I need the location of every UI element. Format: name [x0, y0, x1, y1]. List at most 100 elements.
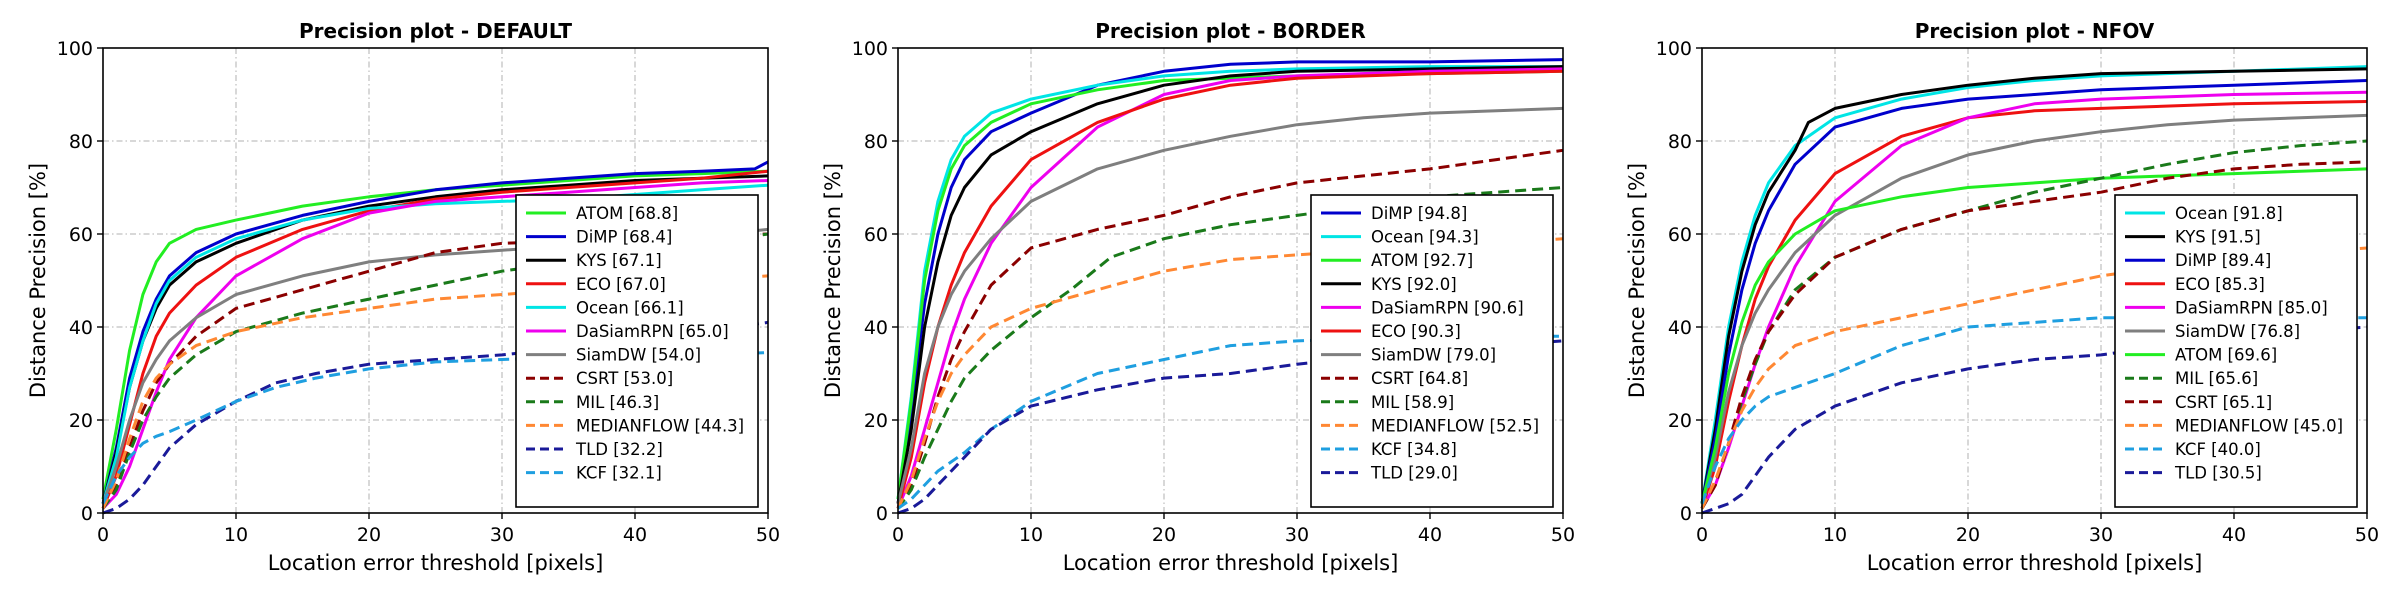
legend-entry: KCF [40.0] [2175, 440, 2261, 459]
legend-entry: ECO [85.3] [2175, 275, 2265, 294]
x-tick-label: 40 [623, 524, 647, 546]
x-tick-label: 40 [2222, 524, 2246, 546]
y-tick-label: 20 [69, 410, 93, 432]
y-tick-label: 40 [69, 317, 93, 339]
series-line-siamdw [1700, 113, 2368, 505]
y-tick-label: 0 [1680, 503, 1692, 525]
series-line-csrt [1700, 160, 2368, 510]
legend-entry: MEDIANFLOW [52.5] [1371, 416, 1539, 435]
legend-entry: KYS [92.0] [1371, 275, 1457, 294]
legend-entry: MIL [58.9] [1371, 393, 1454, 412]
y-tick-label: 60 [69, 224, 93, 246]
y-axis-label: Distance Precision [%] [1625, 163, 1649, 398]
legend-box [1310, 194, 1554, 508]
series-line-tld [897, 339, 1564, 515]
legend-entry: ATOM [68.8] [576, 204, 678, 223]
x-tick-label: 50 [756, 524, 780, 546]
legend-entry: Ocean [91.8] [2175, 204, 2283, 223]
legend: Ocean [91.8] KYS [91.5] DiMP [89.4] ECO [85… [2114, 194, 2358, 508]
legend-entry: DaSiamRPN [90.6] [1371, 298, 1524, 317]
legend-entry: ATOM [69.6] [2175, 346, 2277, 365]
legend-entry: DiMP [94.8] [1371, 204, 1467, 223]
series-line-kys [1700, 67, 2368, 504]
legend-entry: KYS [67.1] [576, 251, 662, 270]
y-tick-label: 0 [876, 503, 888, 525]
x-tick-label: 30 [1285, 524, 1309, 546]
series-line-atom [101, 169, 769, 500]
y-tick-label: 80 [1668, 131, 1692, 153]
series-line-dimp [896, 58, 1564, 504]
x-tick-label: 20 [1152, 524, 1176, 546]
y-tick-label: 20 [1668, 410, 1692, 432]
precision-plot-panel-2: 0 10 20 30 40 50 0 20 40 60 80 100 Precision plot - … [821, 19, 1575, 575]
series-line-dasiamrpn [101, 179, 769, 510]
legend: ATOM [68.8] DiMP [68.4] KYS [67.1] ECO [67.… [515, 194, 759, 508]
series-line-siamdw [896, 106, 1564, 505]
legend-box [515, 194, 759, 508]
legend-entry: KCF [32.1] [576, 464, 662, 483]
legend-entry: TLD [29.0] [1370, 464, 1458, 483]
series-line-ocean [1700, 65, 2368, 504]
series-line-eco [1700, 100, 2368, 509]
y-axis-label: Distance Precision [%] [26, 163, 50, 398]
legend-entry: MIL [46.3] [576, 393, 659, 412]
x-tick-label: 20 [357, 524, 381, 546]
x-axis-label: Location error threshold [pixels] [1063, 551, 1399, 575]
series-line-dasiamrpn [896, 67, 1564, 509]
y-tick-label: 60 [864, 224, 888, 246]
x-tick-label: 0 [892, 524, 904, 546]
legend-entry: DiMP [68.4] [576, 228, 672, 247]
legend-entry: TLD [32.2] [575, 440, 663, 459]
series-line-dimp [101, 160, 769, 505]
y-tick-label: 40 [864, 317, 888, 339]
series-line-tld [102, 320, 769, 515]
series-line-dimp [1700, 79, 2368, 505]
x-tick-label: 10 [1823, 524, 1847, 546]
legend-entry: ECO [90.3] [1371, 322, 1461, 341]
plot-title: Precision plot - BORDER [1095, 19, 1366, 43]
x-tick-label: 50 [1551, 524, 1575, 546]
legend-box [2114, 194, 2358, 508]
legend-entry: MIL [65.6] [2175, 369, 2258, 388]
legend-entry: SiamDW [79.0] [1371, 346, 1496, 365]
legend-entry: KCF [34.8] [1371, 440, 1457, 459]
legend-entry: DaSiamRPN [85.0] [2175, 298, 2328, 317]
x-tick-label: 30 [2089, 524, 2113, 546]
precision-plot-panel-3: 0 10 20 30 40 50 0 20 40 60 80 100 Precision plot - … [1625, 19, 2379, 575]
y-tick-label: 40 [1668, 317, 1692, 339]
legend-entry: SiamDW [54.0] [576, 346, 701, 365]
x-tick-label: 10 [1019, 524, 1043, 546]
x-axis-label: Location error threshold [pixels] [1867, 551, 2203, 575]
x-tick-label: 20 [1956, 524, 1980, 546]
legend-entry: ATOM [92.7] [1371, 251, 1473, 270]
y-tick-label: 80 [864, 131, 888, 153]
plot-frame [1701, 47, 2368, 514]
y-tick-label: 60 [1668, 224, 1692, 246]
plot-title: Precision plot - DEFAULT [299, 19, 572, 43]
y-tick-label: 0 [81, 503, 93, 525]
y-tick-label: 100 [57, 38, 93, 60]
legend-entry: KYS [91.5] [2175, 228, 2261, 247]
x-tick-label: 30 [490, 524, 514, 546]
legend-entry: DaSiamRPN [65.0] [576, 322, 729, 341]
series-line-eco [896, 69, 1564, 509]
legend-entry: DiMP [89.4] [2175, 251, 2271, 270]
x-axis-label: Location error threshold [pixels] [268, 551, 604, 575]
y-tick-label: 20 [864, 410, 888, 432]
legend-entry: CSRT [64.8] [1371, 369, 1468, 388]
series-line-kys [896, 65, 1564, 504]
y-tick-label: 100 [1656, 38, 1692, 60]
legend-entry: Ocean [94.3] [1371, 228, 1479, 247]
precision-plot-panel-1: 0 10 20 30 40 50 0 20 40 60 80 100 Precision plot - … [26, 19, 780, 575]
plot-frame [897, 47, 1564, 514]
x-tick-label: 10 [224, 524, 248, 546]
legend-entry: MEDIANFLOW [44.3] [576, 416, 744, 435]
legend: DiMP [94.8] Ocean [94.3] ATOM [92.7] KYS [9… [1310, 194, 1554, 508]
x-tick-label: 0 [97, 524, 109, 546]
y-tick-label: 100 [852, 38, 888, 60]
plot-title: Precision plot - NFOV [1915, 19, 2155, 43]
x-tick-label: 0 [1696, 524, 1708, 546]
series-lines [896, 58, 1564, 515]
